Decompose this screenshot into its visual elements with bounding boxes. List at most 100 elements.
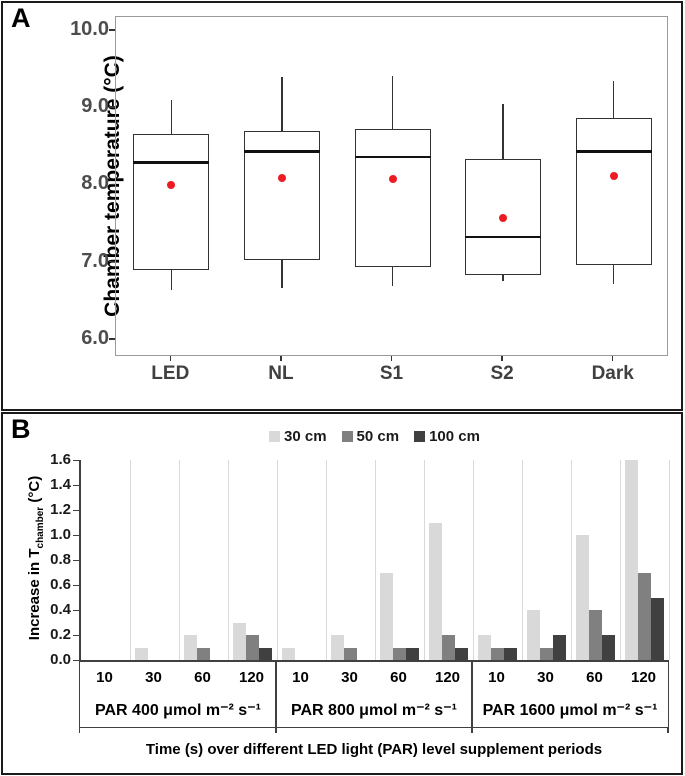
y-tick-mark: [109, 29, 115, 31]
whisker-lower: [502, 275, 504, 282]
y-tick-mark: [73, 484, 79, 486]
whisker-lower: [612, 265, 615, 284]
y-tick-mark: [109, 183, 115, 186]
y-tick-mark: [73, 609, 79, 611]
bar-30cm-t30: [527, 610, 540, 660]
y-tick-label: 0.0: [50, 651, 71, 668]
gridline: [374, 460, 376, 660]
par-group-label: PAR 1600 μmol m⁻² s⁻¹: [482, 702, 658, 719]
whisker-lower: [281, 260, 283, 289]
bar-30cm-t10: [478, 635, 491, 660]
y-tick-mark: [109, 106, 115, 108]
bar-30cm-t120: [429, 522, 442, 660]
y-tick-label: 1.2: [50, 501, 71, 518]
whisker-lower: [391, 266, 394, 286]
median-line: [575, 150, 652, 153]
median-line: [243, 150, 320, 153]
y-tick-mark: [73, 634, 79, 636]
bar-30cm-t60: [576, 535, 589, 660]
gridline: [423, 460, 425, 660]
legend-label: 100 cm: [429, 428, 480, 445]
panel-b-plot-area: [79, 460, 670, 662]
y-tick-label: 0.4: [50, 601, 71, 618]
y-tick-mark: [109, 260, 115, 263]
par-group-label: PAR 400 μmol m⁻² s⁻¹: [95, 702, 261, 719]
legend-item: 30 cm: [269, 428, 327, 445]
mean-dot: [499, 213, 508, 222]
panel-b-label: B: [11, 414, 31, 444]
gridline: [129, 460, 131, 660]
whisker-lower: [170, 270, 173, 290]
y-tick-label: 8.0: [81, 172, 109, 195]
gridline: [178, 460, 180, 660]
bar-50cm-t10: [491, 647, 504, 660]
median-line: [465, 235, 542, 239]
iqr-box: [465, 159, 542, 276]
y-tick-mark: [73, 534, 79, 536]
y-tick-label: 0.8: [50, 551, 71, 568]
time-label: 60: [390, 669, 407, 686]
iqr-box: [133, 133, 210, 271]
x-tick-mark: [169, 356, 172, 361]
panel-a-plot-area: [115, 16, 668, 356]
y-tick-mark: [73, 559, 79, 561]
legend-label: 30 cm: [284, 428, 327, 445]
x-category-label: S1: [379, 363, 404, 384]
mean-dot: [388, 175, 397, 184]
bar-100cm-t60: [602, 635, 615, 660]
category-label-box: 10 30 60 120 10 30 60 120 10 30 60 120 PAR 400 μmol …: [78, 662, 669, 733]
gridline: [570, 460, 572, 660]
x-category-label: NL: [268, 363, 294, 384]
axis-stub-left: [78, 726, 80, 733]
bar-100cm-t10: [504, 647, 517, 660]
y-tick-label: 1.4: [50, 476, 71, 493]
bar-30cm-t30: [135, 647, 148, 660]
bar-30cm-t120: [233, 622, 246, 660]
panel-a-label: A: [11, 3, 31, 33]
x-tick-mark: [280, 356, 282, 361]
bar-30cm-t120: [625, 460, 638, 660]
bar-50cm-t60: [393, 647, 406, 660]
gridline: [619, 460, 621, 660]
mean-dot: [277, 173, 286, 182]
bar-50cm-t120: [638, 572, 651, 660]
legend-swatch: [414, 431, 426, 442]
x-category-label: Dark: [591, 363, 634, 384]
group-divider: [275, 662, 277, 733]
median-line: [354, 155, 431, 159]
gridline: [472, 460, 474, 660]
x-tick-mark: [501, 356, 503, 361]
legend-item: 100 cm: [414, 428, 480, 445]
y-tick-label: 9.0: [81, 95, 109, 118]
y-tick-label: 6.0: [81, 327, 109, 349]
legend-label: 50 cm: [356, 428, 400, 445]
y-tick-label: 0.2: [50, 626, 71, 643]
bar-50cm-t30: [344, 647, 357, 660]
whisker-upper: [391, 75, 394, 130]
mean-dot: [167, 181, 176, 190]
panel-a: A Chamber temperature (°C) 10.0 9.0 8.0 7.0…: [1, 1, 683, 411]
time-label: 120: [630, 669, 657, 686]
y-tick-label: 10.0: [70, 17, 109, 40]
gridline: [276, 460, 278, 660]
time-label: 120: [238, 669, 265, 686]
time-label: 30: [341, 669, 358, 686]
bar-50cm-t120: [442, 635, 455, 660]
bar-50cm-t30: [540, 647, 553, 660]
bar-30cm-t60: [184, 635, 197, 660]
time-label: 30: [537, 669, 554, 686]
y-tick-mark: [109, 338, 115, 340]
y-tick-label: 0.6: [50, 576, 71, 593]
legend: 30 cm 50 cm 100 cm: [269, 428, 480, 445]
whisker-upper: [612, 81, 615, 119]
par-group-label: PAR 800 μmol m⁻² s⁻¹: [291, 702, 457, 719]
gridline: [521, 460, 523, 660]
axis-stub-right: [667, 726, 669, 733]
median-line: [133, 161, 210, 164]
bar-100cm-t120: [455, 647, 468, 660]
y-tick-mark: [73, 584, 79, 586]
gridline: [668, 460, 670, 660]
legend-swatch: [341, 431, 353, 442]
time-label: 10: [96, 669, 113, 686]
